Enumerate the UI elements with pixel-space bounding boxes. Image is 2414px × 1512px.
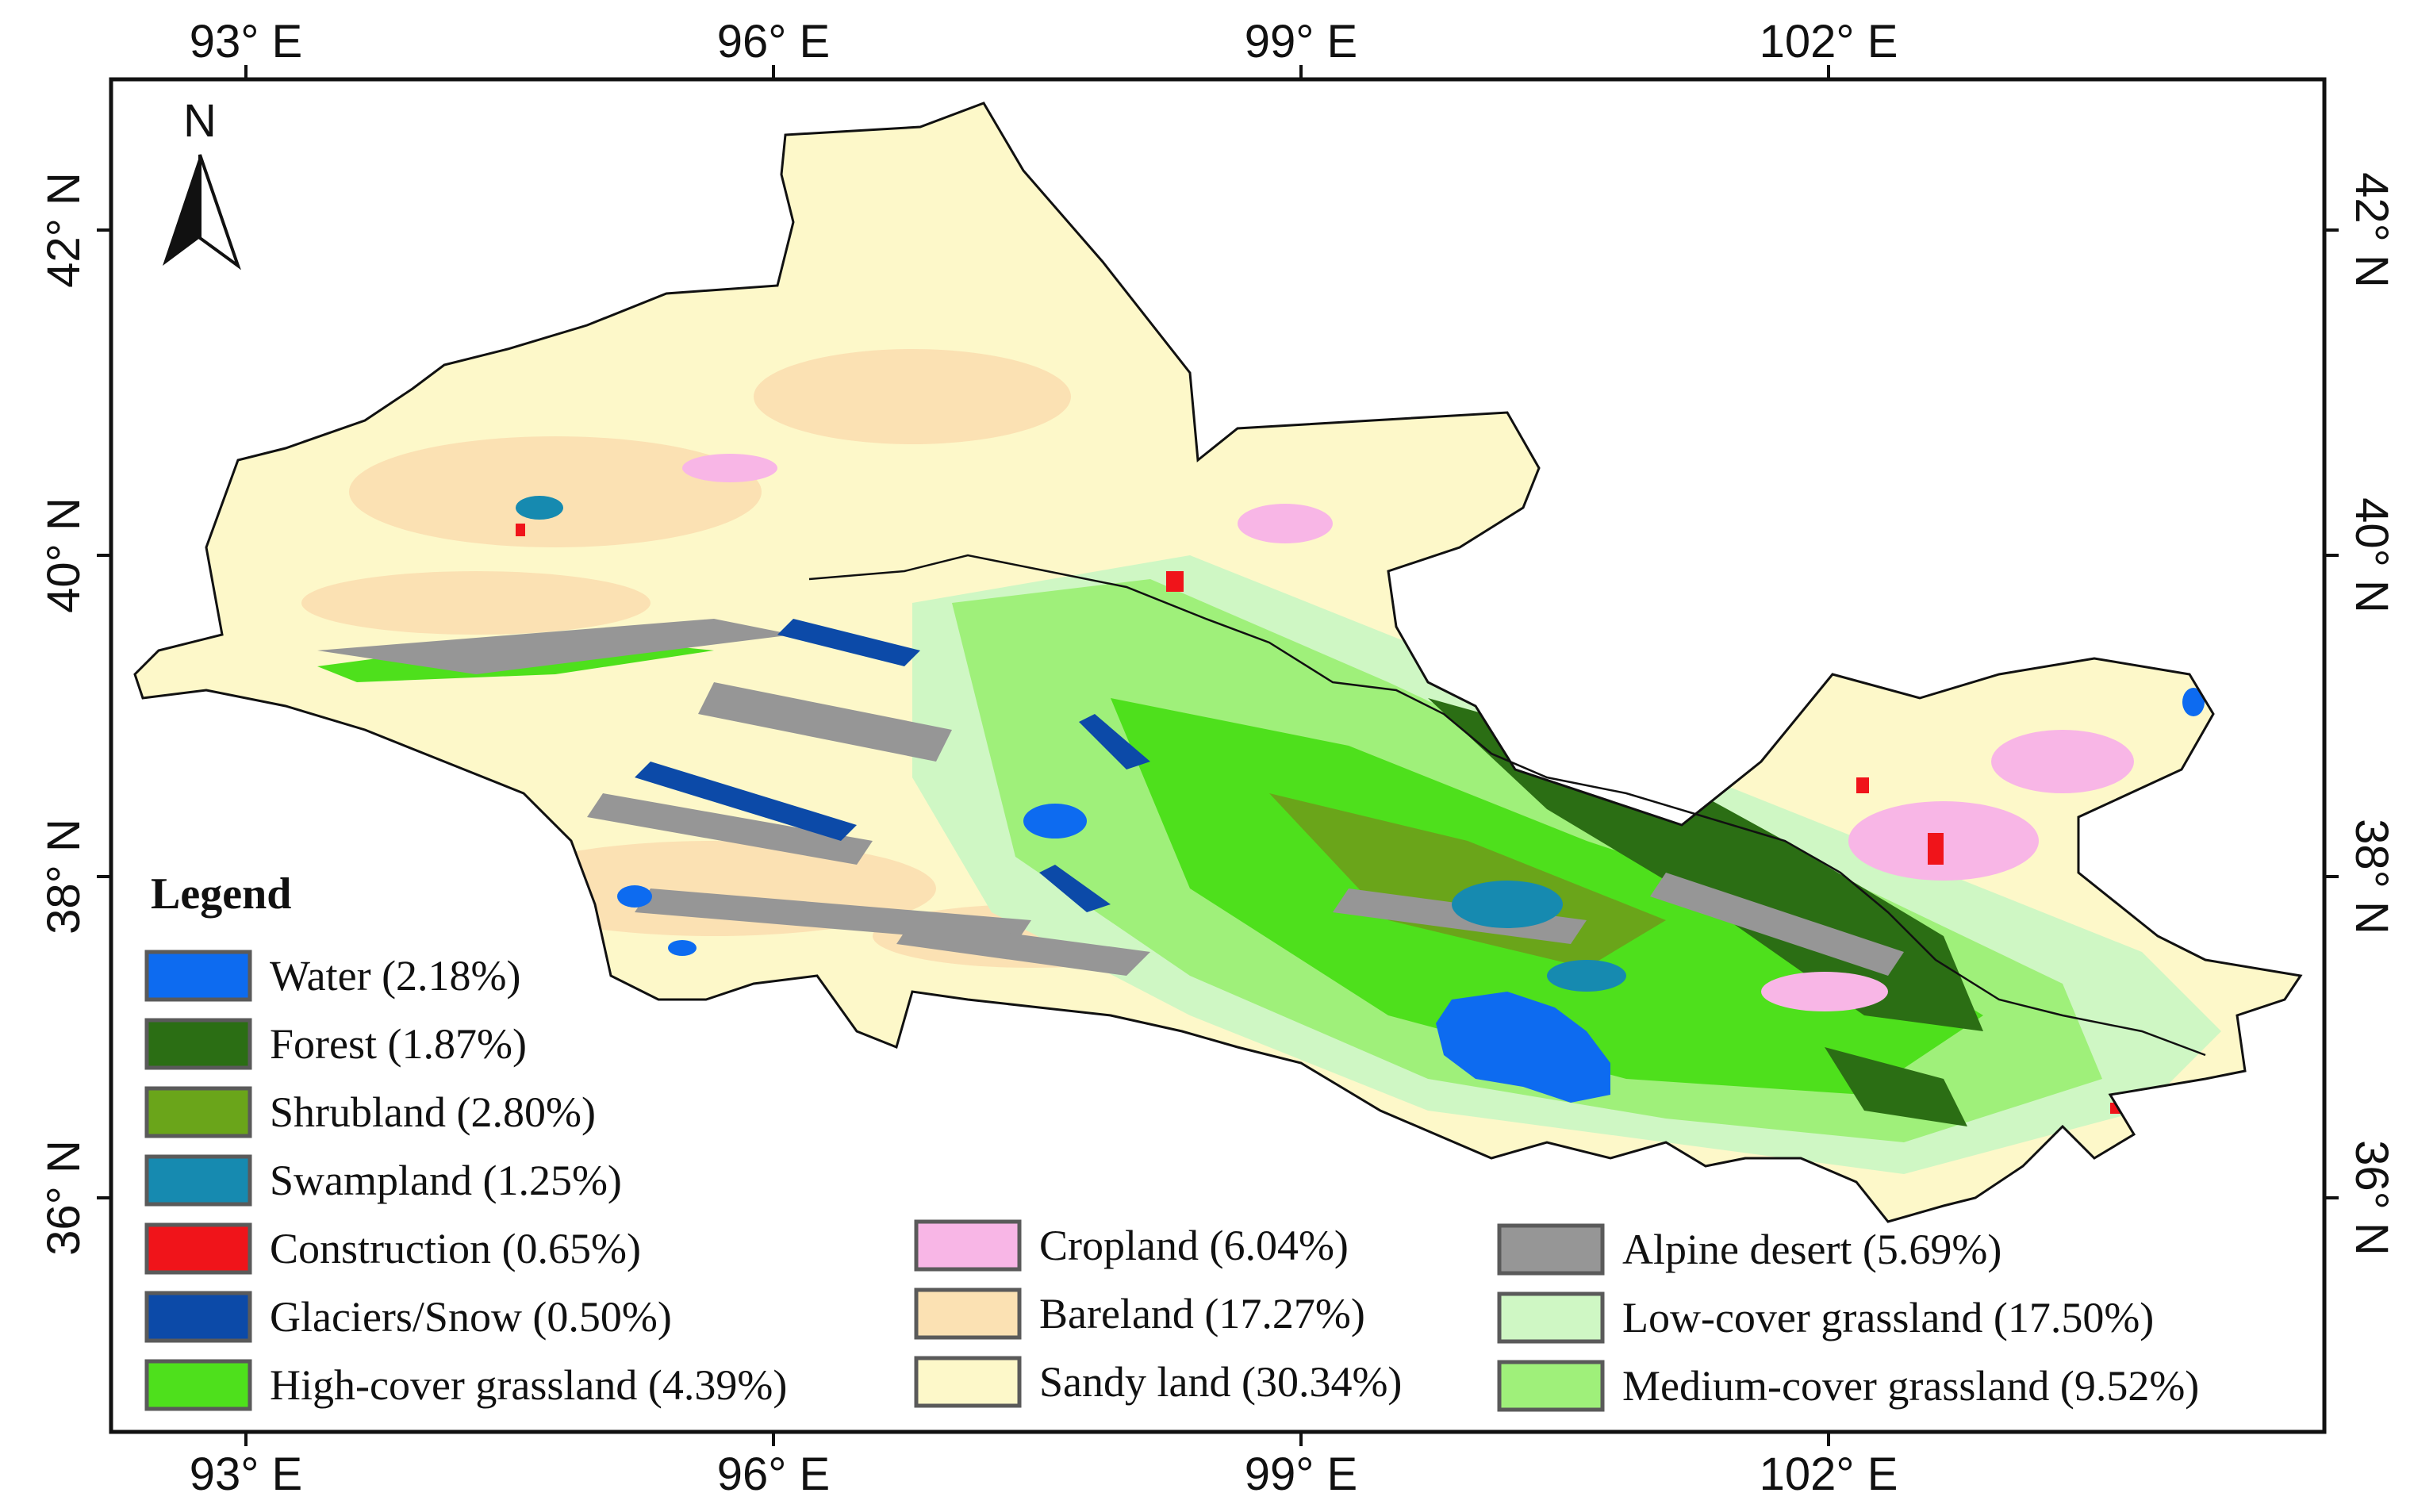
legend-title: Legend (151, 869, 291, 919)
axis-ticks (97, 65, 2339, 1446)
legend: Legend Water (2.18%) Forest (1.87%) Shrubl… (144, 869, 2199, 1412)
study-region (133, 102, 2303, 1223)
lon-tick-bottom: 102° E (1760, 1449, 1898, 1500)
lon-tick-top: 96° E (717, 16, 831, 67)
legend-swatch (1497, 1291, 1605, 1344)
legend-label: Bareland (17.27%) (1039, 1290, 1365, 1337)
lon-tick-top: 102° E (1760, 16, 1898, 67)
lat-tick-right: 40° N (2346, 497, 2397, 613)
legend-label: Alpine desert (5.69%) (1622, 1226, 2001, 1273)
lat-tick-left: 40° N (38, 497, 90, 613)
legend-swatch (144, 1018, 252, 1070)
legend-label: Forest (1.87%) (270, 1020, 527, 1068)
lon-tick-bottom: 93° E (190, 1449, 303, 1500)
legend-swatch (144, 1154, 252, 1207)
legend-label: Medium-cover grassland (9.52%) (1622, 1362, 2199, 1410)
legend-label: Swampland (1.25%) (270, 1157, 622, 1204)
lon-tick-top: 93° E (190, 16, 303, 67)
lat-tick-right: 42° N (2346, 172, 2397, 288)
legend-label: High-cover grassland (4.39%) (270, 1361, 787, 1409)
lat-tick-left: 36° N (38, 1140, 90, 1256)
north-arrow-icon: N (163, 95, 241, 271)
land-cover-patches (301, 349, 2221, 1174)
lat-tick-left: 42° N (38, 172, 90, 288)
lat-tick-left: 38° N (38, 819, 90, 934)
legend-label: Water (2.18%) (270, 952, 521, 1000)
legend-swatch (144, 1086, 252, 1138)
legend-swatch (914, 1219, 1022, 1272)
legend-swatch (1497, 1360, 1605, 1412)
legend-label: Low-cover grassland (17.50%) (1622, 1294, 2154, 1341)
lon-tick-bottom: 99° E (1245, 1449, 1358, 1500)
legend-swatch (914, 1288, 1022, 1340)
lat-tick-right: 36° N (2346, 1140, 2397, 1256)
legend-swatch (1497, 1223, 1605, 1276)
internal-boundary (808, 554, 2206, 1057)
legend-label: Glaciers/Snow (0.50%) (270, 1293, 672, 1341)
legend-swatch (144, 1222, 252, 1275)
legend-label: Construction (0.65%) (270, 1225, 641, 1272)
lat-tick-right: 38° N (2346, 819, 2397, 934)
legend-swatch (914, 1356, 1022, 1408)
legend-swatch (144, 950, 252, 1002)
legend-swatch (144, 1359, 252, 1411)
lon-tick-bottom: 96° E (717, 1449, 831, 1500)
legend-label: Sandy land (30.34%) (1039, 1358, 1402, 1406)
lon-tick-top: 99° E (1245, 16, 1358, 67)
legend-swatch (144, 1291, 252, 1343)
legend-label: Shrubland (2.80%) (270, 1088, 596, 1136)
north-arrow-label: N (183, 95, 217, 147)
legend-label: Cropland (6.04%) (1039, 1222, 1349, 1269)
